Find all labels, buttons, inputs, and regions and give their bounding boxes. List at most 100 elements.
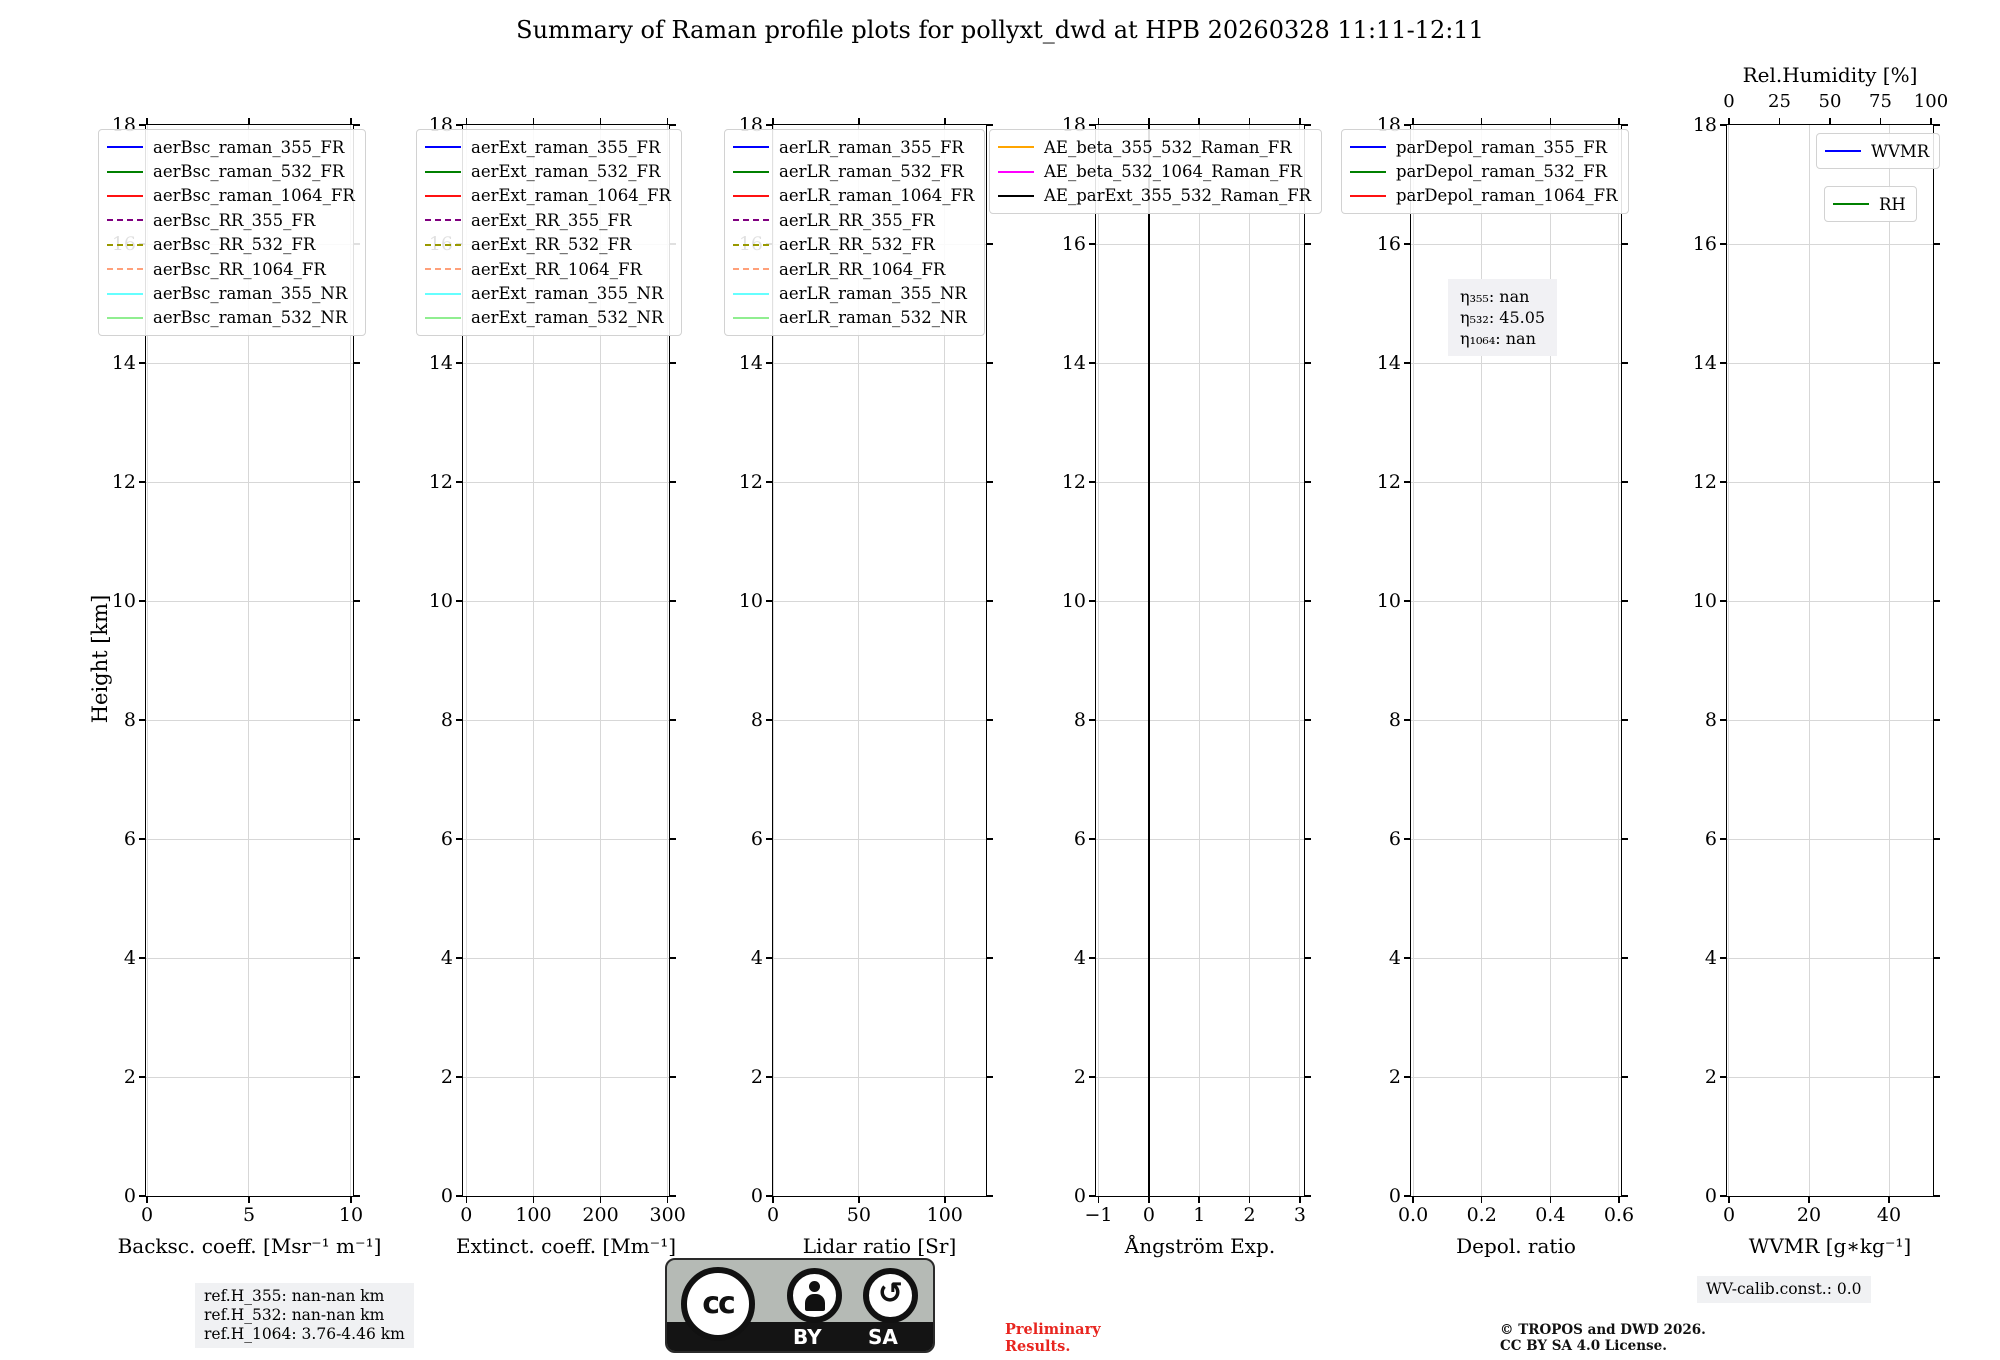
legend-wvmr: WVMR (1816, 133, 1941, 170)
person-glyph (804, 1280, 825, 1311)
grid-line-x (600, 125, 602, 1196)
grid-line-y (773, 1076, 986, 1078)
legend-item: aerExt_RR_355_FR (425, 208, 671, 232)
y-tick-mark (1403, 1076, 1410, 1078)
x-tick-mark (858, 1197, 860, 1204)
legend-label: aerLR_RR_1064_FR (779, 259, 946, 279)
y-tick-mark-right (987, 1076, 994, 1078)
grid-line-y (773, 362, 986, 364)
y-tick-label: 2 (1388, 1066, 1401, 1088)
y-tick-label: 8 (1704, 709, 1717, 731)
top-axis-label: Rel.Humidity [%] (1742, 63, 1918, 87)
cc-icon: cc (681, 1267, 755, 1341)
y-tick-mark (1403, 243, 1410, 245)
legend-line-swatch (733, 146, 769, 149)
y-tick-mark (1403, 719, 1410, 721)
legend-line-swatch (998, 170, 1034, 173)
y-tick-mark (1719, 362, 1726, 364)
x-tick-mark-top (944, 117, 946, 124)
legend-line-swatch (425, 243, 461, 246)
legend-item: aerLR_RR_355_FR (733, 208, 974, 232)
y-tick-mark-right (1622, 1076, 1629, 1078)
legend-label: AE_beta_355_532_Raman_FR (1044, 137, 1292, 157)
x-tick-label: 300 (649, 1204, 686, 1226)
grid-line-y (1096, 957, 1304, 959)
y-tick-mark (138, 1076, 145, 1078)
y-tick-mark (1088, 362, 1095, 364)
grid-line-y (1411, 243, 1621, 245)
x-tick-mark (1618, 1197, 1620, 1204)
x-tick-mark (944, 1197, 946, 1204)
grid-line-x (532, 125, 534, 1196)
legend-item: aerBsc_RR_532_FR (107, 233, 355, 257)
grid-line-x (1808, 125, 1810, 1196)
panel-backscatter: 0510024681012141618Backsc. coeff. [Msr⁻¹… (98, 114, 381, 1258)
x-tick-label: 100 (926, 1204, 963, 1226)
legend-label: aerExt_raman_355_NR (471, 284, 664, 304)
top-x-tick-mark (1879, 117, 1882, 124)
top-x-tick-label: 75 (1869, 91, 1892, 112)
y-tick-mark (765, 1076, 772, 1078)
legend-line-swatch (425, 170, 461, 173)
x-tick-mark-top (666, 117, 669, 124)
x-tick-label: 20 (1796, 1204, 1822, 1226)
x-tick-mark (1728, 1197, 1730, 1204)
y-tick-mark (1088, 600, 1095, 602)
y-tick-mark (455, 719, 462, 721)
legend-item: parDepol_raman_355_FR (1350, 135, 1618, 159)
legend-item: aerExt_RR_1064_FR (425, 257, 671, 281)
grid-line-y (146, 600, 353, 602)
y-tick-label: 4 (123, 947, 136, 969)
legend-item: AE_parExt_355_532_Raman_FR (998, 184, 1311, 208)
x-tick-label: 2 (1243, 1204, 1256, 1226)
x-tick-mark-top (532, 117, 535, 124)
x-tick-label: 0 (460, 1204, 473, 1226)
legend-line-swatch (107, 243, 143, 246)
top-x-tick-mark (1829, 117, 1831, 124)
legend-item: parDepol_raman_1064_FR (1350, 184, 1618, 208)
legend-item: aerLR_raman_532_NR (733, 306, 974, 330)
legend-label: aerBsc_raman_532_NR (153, 308, 348, 328)
y-tick-mark (1719, 838, 1726, 840)
legend-item: aerBsc_raman_532_NR (107, 306, 355, 330)
legend-line-swatch (1350, 146, 1386, 149)
grid-line-y (463, 957, 669, 959)
wv-calibration-annotation: WV-calib.const.: 0.0 (1697, 1276, 1871, 1303)
y-tick-mark-right (670, 1076, 677, 1078)
legend-label: AE_parExt_355_532_Raman_FR (1044, 186, 1312, 206)
legend-line-swatch (425, 316, 461, 319)
y-tick-mark-right (987, 124, 994, 126)
y-tick-mark-right (1305, 243, 1312, 245)
x-tick-label: 200 (582, 1204, 619, 1226)
legend-line-swatch (425, 146, 461, 149)
preliminary-line-1: Preliminary (1005, 1321, 1101, 1338)
top-x-tick-label: 25 (1768, 91, 1791, 112)
figure-title: Summary of Raman profile plots for polly… (516, 16, 1484, 44)
grid-line-y (773, 481, 986, 483)
x-tick-mark-top (599, 117, 602, 124)
x-axis-label: Extinct. coeff. [Mm⁻¹] (455, 1234, 677, 1258)
y-tick-label: 4 (1388, 947, 1401, 969)
grid-line-y (146, 362, 353, 364)
preliminary-line-2: Results. (1005, 1337, 1071, 1355)
legend-label: parDepol_raman_355_FR (1396, 137, 1608, 157)
legend-label: aerExt_raman_532_NR (471, 308, 664, 328)
y-tick-label: 8 (750, 709, 763, 731)
x-tick-mark (1888, 1197, 1890, 1204)
grid-line-y (146, 957, 353, 959)
legend: aerExt_raman_355_FR aerExt_raman_532_FR ae… (416, 129, 682, 337)
y-tick-mark-right (987, 481, 994, 483)
y-tick-mark-right (670, 124, 677, 126)
legend-item: RH (1833, 192, 1906, 216)
y-tick-label: 6 (1073, 828, 1086, 850)
badge-sa-label: SA (868, 1325, 898, 1349)
legend-line-swatch (107, 170, 143, 173)
y-tick-mark (1719, 1076, 1726, 1078)
y-tick-mark (455, 1076, 462, 1078)
x-tick-mark (1549, 1197, 1552, 1204)
x-axis-label: WVMR [g∗kg⁻¹] (1748, 1234, 1912, 1258)
y-tick-label: 14 (1061, 352, 1086, 374)
legend: aerBsc_raman_355_FR aerBsc_raman_532_FR ae… (98, 129, 366, 337)
grid-line-y (1727, 719, 1933, 721)
grid-line-y (146, 481, 353, 483)
